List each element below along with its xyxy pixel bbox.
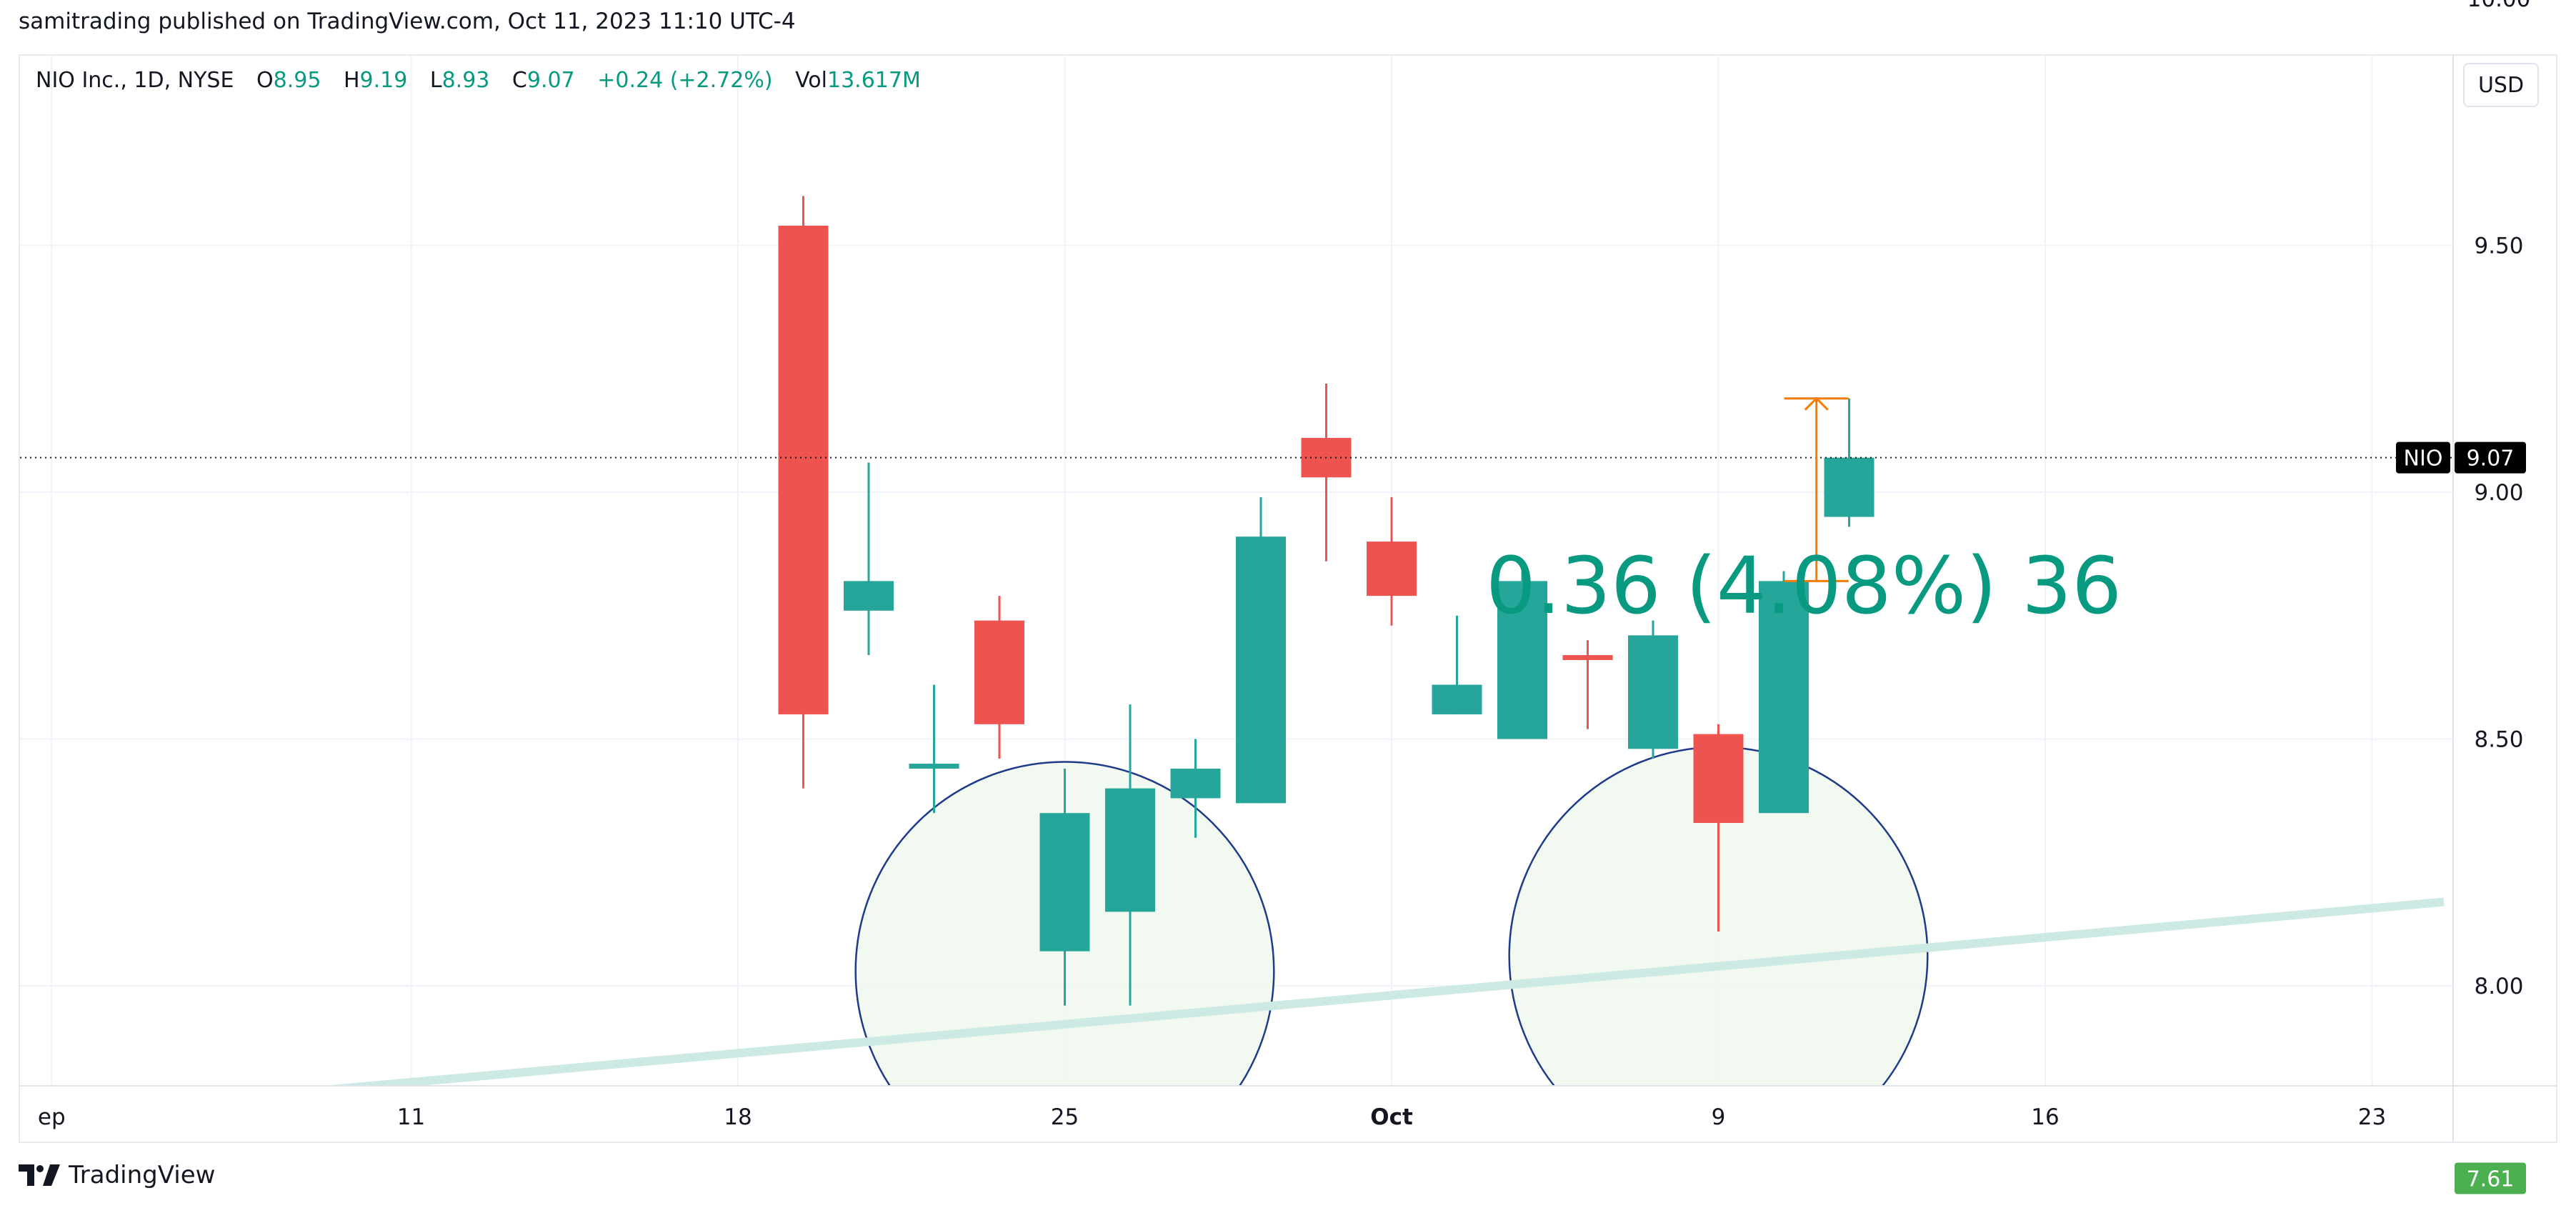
candle-21 bbox=[1367, 496, 1417, 626]
legend-close-value: 9.07 bbox=[526, 68, 575, 93]
price-tick-label: 10.00 bbox=[2467, 0, 2531, 12]
time-tick-label: Oct bbox=[1370, 1104, 1413, 1130]
price-tick-label: 9.00 bbox=[2474, 480, 2523, 506]
candle-body bbox=[1759, 581, 1809, 814]
candle-body bbox=[1693, 734, 1744, 823]
measure-label: 0.36 (4.08%) 36 bbox=[1486, 540, 2122, 632]
candle-15 bbox=[974, 596, 1024, 759]
candle-4 bbox=[256, 0, 306, 28]
candle-body bbox=[1039, 813, 1090, 952]
candle-body bbox=[1562, 655, 1613, 660]
chart-frame bbox=[19, 54, 2557, 1143]
time-tick-label: ep bbox=[38, 1104, 66, 1130]
candle-body bbox=[1105, 788, 1155, 912]
candle-28 bbox=[1824, 398, 1874, 527]
symbol-badge bbox=[2396, 441, 2450, 474]
candle-26 bbox=[1693, 724, 1744, 932]
candle-17 bbox=[1105, 704, 1155, 1006]
legend-high-key: H bbox=[343, 68, 360, 93]
candles bbox=[256, 0, 1874, 1006]
time-axis[interactable]: ep 11 18 25 Oct 9 16 23 bbox=[20, 1085, 2556, 1130]
candle-body bbox=[1170, 768, 1221, 799]
price-axis[interactable]: 8.008.509.009.5010.0010.5011.0011.50NIO9… bbox=[2396, 0, 2530, 1194]
candle-body bbox=[1432, 684, 1482, 714]
candle-25 bbox=[1628, 620, 1678, 759]
price-tick-label: 8.00 bbox=[2474, 974, 2523, 999]
time-tick-label: 23 bbox=[2358, 1104, 2386, 1130]
legend-low-key: L bbox=[429, 68, 442, 93]
candle-13 bbox=[844, 462, 894, 656]
candle-body bbox=[1824, 457, 1874, 517]
candle-27 bbox=[1759, 571, 1809, 814]
legend-volume-value: 13.617M bbox=[827, 68, 921, 93]
overlays: 0.36 (4.08%) 36 bbox=[20, 396, 2453, 632]
legend-low-value: 8.93 bbox=[441, 68, 490, 93]
price-tick-label: 8.50 bbox=[2474, 727, 2523, 753]
candle-20 bbox=[1301, 383, 1352, 561]
candle-16 bbox=[1039, 768, 1090, 1006]
candle-23 bbox=[1497, 571, 1547, 739]
legend-change: +0.24 (+2.72%) bbox=[597, 68, 773, 93]
trendline-2 bbox=[322, 897, 2445, 1086]
publisher-credit: samitrading published on TradingView.com… bbox=[19, 9, 796, 34]
legend-open-value: 8.95 bbox=[273, 68, 321, 93]
level-badge bbox=[2455, 1162, 2526, 1194]
legend-symbol: NIO Inc., 1D, NYSE bbox=[36, 68, 234, 93]
candle-body bbox=[778, 225, 829, 714]
time-tick-label: 18 bbox=[724, 1104, 752, 1130]
candle-14 bbox=[909, 684, 959, 814]
candle-body bbox=[844, 581, 894, 611]
candle-12 bbox=[778, 196, 829, 789]
symbol-badge-label: NIO bbox=[2404, 446, 2443, 471]
candle-24 bbox=[1562, 640, 1613, 729]
legend-open-key: O bbox=[256, 68, 274, 93]
candle-body bbox=[1497, 581, 1547, 739]
currency-button[interactable]: USD bbox=[2463, 63, 2539, 107]
legend-close-key: C bbox=[511, 68, 527, 93]
tradingview-logo-icon bbox=[19, 1164, 60, 1186]
candle-body bbox=[974, 620, 1024, 724]
level-badge-label: 7.61 bbox=[2467, 1167, 2515, 1192]
last-price-badge bbox=[2455, 441, 2526, 474]
candle-5 bbox=[321, 0, 371, 33]
price-tick-label: 9.50 bbox=[2474, 234, 2523, 259]
time-tick-label: 9 bbox=[1712, 1104, 1726, 1130]
candle-body bbox=[1236, 536, 1286, 804]
candle-body bbox=[1367, 541, 1417, 596]
time-tick-label: 11 bbox=[397, 1104, 425, 1130]
trendline-3 bbox=[1719, 1164, 2445, 1208]
trendlines bbox=[322, 897, 2445, 1208]
last-price-badge-label: 9.07 bbox=[2467, 446, 2515, 471]
candle-body bbox=[909, 764, 959, 769]
candle-19 bbox=[1236, 496, 1286, 804]
footer-brand-label: TradingView bbox=[69, 1161, 216, 1189]
candle-body bbox=[1628, 635, 1678, 749]
candle-18 bbox=[1170, 739, 1221, 838]
symbol-legend: NIO Inc., 1D, NYSE O8.95 H9.19 L8.93 C9.… bbox=[36, 68, 921, 93]
footer-brand[interactable]: TradingView bbox=[19, 1161, 215, 1189]
legend-volume-key: Vol bbox=[795, 68, 827, 93]
time-tick-label: 16 bbox=[2031, 1104, 2059, 1130]
time-tick-label: 25 bbox=[1051, 1104, 1079, 1130]
candle-22 bbox=[1432, 615, 1482, 714]
legend-high-value: 9.19 bbox=[359, 68, 408, 93]
